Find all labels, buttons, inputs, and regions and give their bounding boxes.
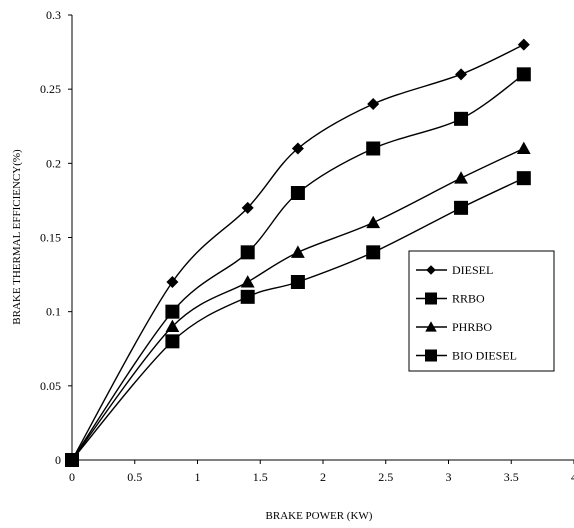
data-point-diesel — [367, 98, 380, 110]
x-tick-label: 4 — [571, 470, 574, 484]
legend-marker-bio-diesel — [425, 349, 437, 362]
data-point-rrbo — [165, 304, 180, 319]
series-line-diesel — [71, 44, 525, 461]
data-point-rrbo — [240, 245, 255, 260]
data-point-phrbo — [366, 215, 381, 229]
data-point-diesel — [241, 201, 254, 214]
y-axis-title: BRAKE THERMAL EFFICIENCY(%) — [11, 149, 23, 325]
data-point-phrbo — [454, 171, 468, 184]
y-tick-label: 0.15 — [40, 231, 61, 245]
data-point-diesel — [455, 68, 468, 81]
data-point-phrbo — [516, 141, 531, 155]
data-point-rrbo — [290, 186, 305, 200]
axes: 0 0.05 0.1 0.15 0.2 0.25 0.3 0 0.5 1 1.5 2 2.5 3 3.5 4 — [40, 8, 574, 484]
x-tick-label: 0.5 — [127, 470, 142, 484]
legend-label-bio-diesel: BIO DIESEL — [452, 349, 517, 363]
y-tick-label: 0.25 — [40, 82, 61, 96]
data-point-diesel — [517, 38, 530, 51]
data-point-rrbo — [366, 141, 381, 156]
data-point-bio-diesel — [290, 275, 305, 289]
series-phrbo — [65, 141, 531, 466]
legend-marker-phrbo — [425, 321, 437, 332]
x-axis-title: BRAKE POWER (KW) — [266, 510, 373, 522]
series-rrbo — [65, 67, 531, 467]
x-tick-label: 2 — [320, 470, 326, 484]
data-point-rrbo — [454, 111, 469, 126]
y-tick-label: 0.3 — [46, 8, 61, 22]
series-group — [65, 38, 531, 467]
data-point-bio-diesel — [65, 453, 79, 467]
legend-marker-rrbo — [425, 292, 437, 305]
data-point-phrbo — [291, 245, 305, 258]
legend-marker-diesel — [426, 265, 436, 275]
data-point-bio-diesel — [516, 171, 531, 186]
data-point-bio-diesel — [240, 289, 255, 304]
data-point-bio-diesel — [165, 334, 180, 349]
y-tick-label: 0.2 — [46, 156, 61, 170]
x-tick-label: 3 — [446, 470, 452, 484]
data-point-diesel — [166, 276, 179, 288]
legend: DIESEL RRBO PHRBO BIO DIESEL — [408, 250, 555, 372]
data-point-rrbo — [516, 67, 531, 82]
x-tick-label: 0 — [69, 470, 75, 484]
data-point-diesel — [291, 142, 304, 155]
data-point-phrbo — [240, 275, 255, 288]
x-tick-label: 2.5 — [378, 470, 393, 484]
legend-label-rrbo: RRBO — [452, 292, 485, 306]
legend-label-phrbo: PHRBO — [452, 320, 492, 334]
y-tick-label: 0.1 — [46, 305, 61, 319]
x-tick-label: 1.5 — [253, 470, 268, 484]
legend-label-diesel: DIESEL — [452, 263, 493, 277]
x-tick-label: 3.5 — [504, 470, 519, 484]
data-point-bio-diesel — [366, 245, 381, 260]
data-point-phrbo — [165, 319, 180, 333]
series-bio-diesel — [65, 171, 531, 467]
data-point-bio-diesel — [454, 200, 469, 215]
y-tick-label: 0 — [55, 453, 61, 467]
y-tick-label: 0.05 — [40, 379, 61, 393]
series-diesel — [66, 38, 530, 466]
x-tick-label: 1 — [195, 470, 201, 484]
